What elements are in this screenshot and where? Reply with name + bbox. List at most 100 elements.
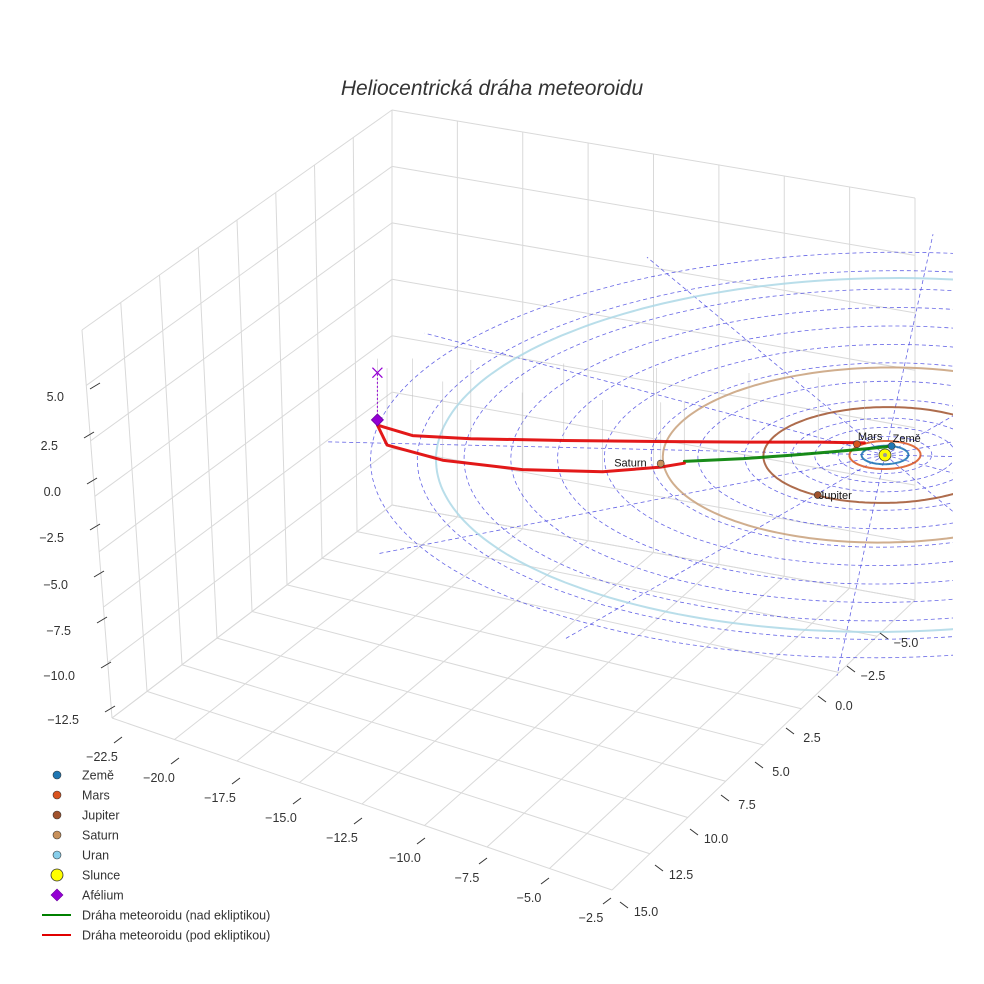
legend: Země Mars Jupiter Saturn Uran Slunce Afélium Dr… [42, 769, 270, 943]
y-tick-label: 0.0 [835, 699, 852, 713]
y-tick-mark [689, 828, 699, 836]
y-tick-mark [654, 864, 664, 872]
legend-label: Dráha meteoroidu (nad ekliptikou) [82, 909, 270, 923]
orbit-Země [860, 444, 910, 466]
planet-orbits [434, 276, 953, 634]
z-tick-label: −12.5 [47, 713, 79, 727]
z-tick-mark [89, 382, 101, 390]
legend-marker-circle [52, 790, 62, 800]
ecliptic-grid-spoke [884, 454, 953, 474]
y-tick-label: 2.5 [803, 731, 820, 745]
planet-marker-Jupiter [813, 491, 822, 499]
floor-gridline [549, 587, 850, 869]
x-tick-label: −17.5 [204, 791, 236, 805]
projection-drop-lines [376, 358, 865, 472]
y-tick-mark [817, 695, 827, 703]
ecliptic-grid-spoke [884, 234, 934, 456]
legend-marker-circle [52, 770, 62, 780]
z-tick-label: 2.5 [41, 439, 58, 453]
legend-label: Jupiter [82, 809, 120, 823]
orbit-Saturn [661, 366, 953, 544]
pane-gridline-v [120, 302, 148, 692]
planet-label-Saturn: Saturn [614, 458, 646, 470]
ecliptic-grid-spoke [836, 454, 886, 676]
z-tick-mark [83, 431, 95, 439]
x-tick-label: −12.5 [326, 831, 358, 845]
pane-gridline-h [103, 391, 393, 608]
ecliptic-grid-circle [697, 380, 953, 530]
orbit-Jupiter [762, 406, 953, 504]
pane-gridline-v [314, 164, 323, 559]
planet-label-Mars: Mars [858, 431, 883, 443]
planet-marker-Země [887, 442, 896, 450]
x-tick-label: −20.0 [143, 771, 175, 785]
floor-gridline [424, 564, 720, 826]
ecliptic-grid-spoke [563, 454, 886, 640]
legend-marker-sun [50, 868, 64, 882]
z-tick-label: 0.0 [44, 485, 61, 499]
pane-gridline-v [275, 192, 288, 585]
legend-label: Mars [82, 789, 110, 803]
planet-marker-Saturn [656, 459, 665, 468]
z-tick-mark [100, 661, 112, 669]
y-tick-label: 12.5 [669, 868, 693, 882]
x-tick-mark [478, 857, 488, 865]
y-tick-mark [619, 901, 629, 909]
z-tick-mark [104, 705, 116, 713]
floor-gridline [486, 575, 785, 848]
chart-title: Heliocentrická dráha meteoroidu [341, 77, 644, 100]
legend-label: Dráha meteoroidu (pod ekliptikou) [82, 929, 270, 943]
ecliptic-grid-spoke [424, 332, 886, 456]
x-tick-label: −15.0 [265, 811, 297, 825]
pane-gridline-h [94, 278, 393, 497]
x-tick-mark [602, 897, 612, 905]
y-tick-mark [785, 727, 795, 735]
pane-gridline-h [98, 335, 393, 553]
legend-item: Země [52, 769, 114, 783]
ecliptic-grid-spoke [325, 441, 886, 456]
ecliptic-grid-spoke [884, 454, 953, 513]
pane-gridline-v [352, 137, 358, 532]
legend-item: Afélium [50, 889, 124, 903]
pane-gridline-h [90, 222, 393, 442]
planet-label-Země: Země [893, 433, 921, 445]
ecliptic-grid-circle [557, 325, 953, 585]
floor-gridline [361, 552, 654, 805]
x-tick-mark [540, 877, 550, 885]
x-tick-mark [113, 736, 123, 744]
x-tick-label: −5.0 [517, 891, 542, 905]
z-tick-label: −5.0 [43, 578, 68, 592]
legend-item: Dráha meteoroidu (pod ekliptikou) [42, 929, 270, 943]
x-tick-label: −2.5 [579, 911, 604, 925]
z-tick-mark [96, 616, 108, 624]
pane-gridline-v [236, 219, 253, 612]
y-tick-mark [754, 761, 764, 769]
z-tick-label: −2.5 [39, 531, 64, 545]
planet-label-Jupiter: Jupiter [819, 490, 852, 502]
orbit-Uran [434, 276, 953, 634]
legend-label: Afélium [82, 889, 124, 903]
ecliptic-grid-circle [416, 270, 953, 640]
x-tick-label: −7.5 [455, 871, 480, 885]
x-tick-mark [353, 817, 363, 825]
y-tick-mark [879, 632, 889, 640]
sun-marker-center [883, 453, 887, 457]
pane-gridline-h [81, 109, 393, 331]
legend-label: Země [82, 769, 114, 783]
ecliptic-grid-spoke [646, 256, 886, 456]
floor-gridline [174, 516, 458, 740]
legend-label: Slunce [82, 869, 120, 883]
legend-marker-circle [52, 810, 62, 820]
x-tick-mark [170, 757, 180, 765]
pane-gridline-h [107, 448, 393, 663]
aphelion-projection-marker [371, 367, 383, 379]
legend-item: Dráha meteoroidu (nad ekliptikou) [42, 909, 270, 923]
z-tick-label: 5.0 [47, 390, 64, 404]
x-tick-mark [416, 837, 426, 845]
y-tick-mark [846, 665, 856, 673]
floor-gridline [111, 504, 393, 719]
floor-gridline [299, 540, 589, 783]
series-line-0 [682, 444, 896, 463]
series-line-1 [375, 423, 866, 474]
